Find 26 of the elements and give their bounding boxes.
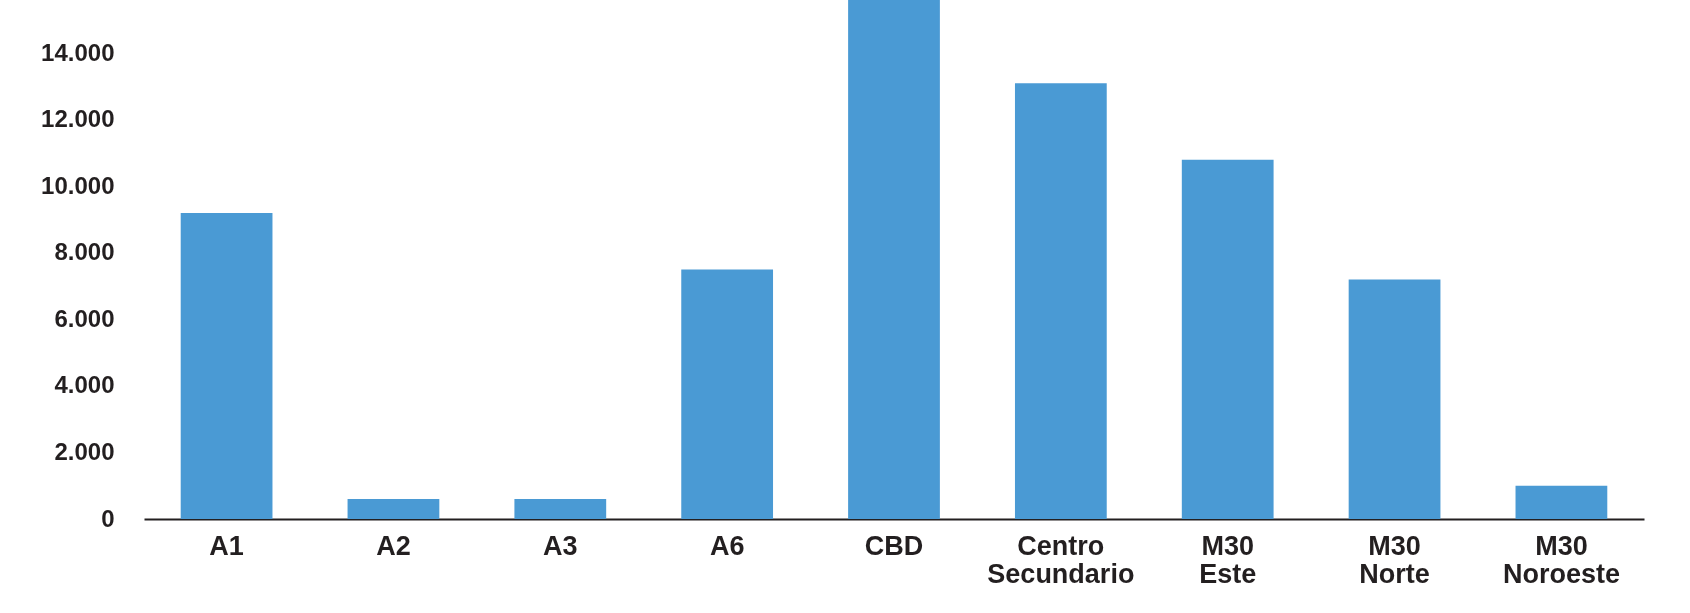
bar <box>347 499 440 519</box>
bar <box>848 0 940 519</box>
x-tick-label: A1 <box>209 530 244 561</box>
y-tick-label: 4.000 <box>54 371 115 399</box>
bar <box>1348 279 1441 519</box>
bar <box>514 499 607 519</box>
y-tick-label: 0 <box>101 504 115 532</box>
x-tick-label: CBD <box>864 530 924 561</box>
x-tick-label: M30 Este <box>1199 530 1257 589</box>
y-tick-label: 10.000 <box>41 171 115 199</box>
x-tick-label: A6 <box>709 530 745 561</box>
y-tick-label: 2.000 <box>54 437 115 465</box>
y-tick-label: 6.000 <box>54 304 115 332</box>
x-tick-label: Centro Secundario <box>987 530 1135 589</box>
x-tick-label: M30 Noroeste <box>1502 530 1620 589</box>
y-tick-label: 12.000 <box>41 105 115 133</box>
bar <box>1515 485 1608 519</box>
bar <box>1181 159 1274 519</box>
y-tick-label: 8.000 <box>54 238 115 266</box>
x-tick-label: A2 <box>376 530 411 561</box>
x-tick-label: A3 <box>543 530 578 561</box>
x-tick-label: M30 Norte <box>1359 530 1430 589</box>
bar <box>180 212 273 519</box>
bar <box>681 269 774 519</box>
bar <box>1014 83 1107 519</box>
y-tick-label: 14.000 <box>41 38 115 66</box>
